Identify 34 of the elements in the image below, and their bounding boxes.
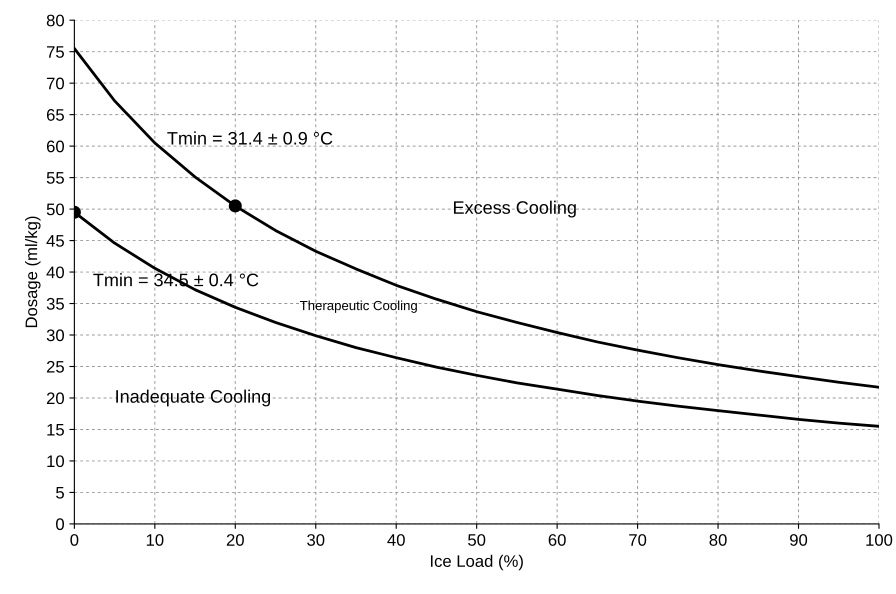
x-tick-label: 50	[468, 534, 486, 546]
y-tick-label: 50	[46, 203, 64, 216]
y-tick-label: 15	[47, 424, 64, 436]
y-tick-label: 30	[46, 329, 64, 342]
y-axis-title: Dosage (ml/kg)	[25, 216, 41, 328]
y-tick-label: 25	[46, 360, 64, 373]
y-tick-label: 35	[46, 298, 64, 310]
x-tick-label: 70	[629, 534, 646, 546]
y-tick-label: 60	[46, 140, 64, 152]
y-tick-label: 65	[46, 109, 64, 121]
x-tick-label: 80	[710, 534, 727, 546]
x-tick-label: 10	[146, 534, 164, 546]
y-tick-label: 70	[46, 78, 64, 90]
x-tick-label: 30	[307, 534, 324, 546]
annotation: Therapeutic Cooling	[300, 300, 417, 313]
x-tick-label: 60	[548, 534, 566, 546]
x-axis-title: Ice Load (%)	[430, 554, 523, 570]
annotation: Excess Cooling	[454, 200, 576, 218]
x-tick-label: 90	[790, 534, 808, 546]
x-tick-label: 100	[866, 534, 892, 546]
y-tick-label: 0	[56, 518, 64, 530]
y-tick-label: 40	[46, 266, 64, 278]
y-tick-label: 55	[46, 172, 64, 184]
x-tick-label: 0	[70, 534, 78, 546]
annotation: Inadequate Cooling	[116, 390, 270, 406]
y-tick-label: 45	[46, 235, 64, 247]
annotation: Tmin = 31.4 ± 0.9 °C	[167, 131, 332, 145]
y-tick-label: 20	[46, 392, 64, 404]
x-tick-label: 40	[387, 534, 405, 546]
y-tick-label: 75	[46, 46, 64, 58]
y-tick-label: 10	[47, 455, 64, 468]
y-tick-label: 80	[46, 14, 64, 26]
y-tick-label: 5	[56, 487, 64, 499]
x-tick-label: 20	[226, 534, 244, 546]
